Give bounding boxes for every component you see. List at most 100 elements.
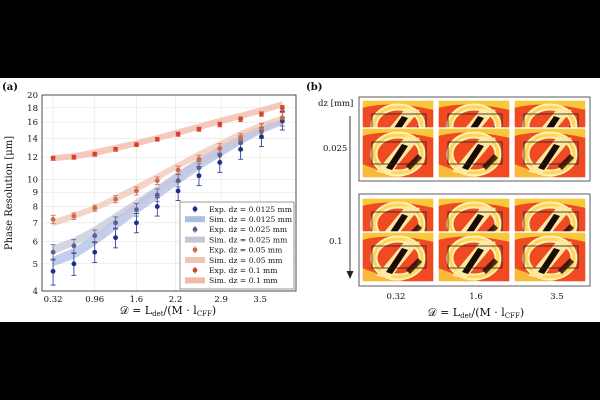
y-tick-label: 9 (33, 188, 38, 198)
legend-label: Exp. dz = 0.0125 mm (209, 205, 292, 214)
data-point (71, 213, 77, 219)
data-point (154, 204, 160, 209)
row-label-2: 0.1 (329, 237, 343, 247)
data-point (71, 154, 77, 160)
sample-image (438, 128, 510, 178)
x-axis-label-main: 𝒟 = L (120, 304, 153, 317)
data-point (238, 136, 244, 141)
legend-swatch (185, 216, 205, 223)
dz-header: dz [mm] (318, 99, 353, 109)
data-point (175, 188, 181, 194)
data-point (259, 134, 264, 140)
y-tick-label: 6 (33, 238, 38, 248)
data-point (175, 167, 181, 173)
data-point (217, 122, 223, 127)
data-point (50, 268, 56, 274)
data-point (154, 192, 160, 198)
legend-swatch (185, 236, 205, 243)
y-tick-labels: 4 5 6 7 8 9 10 12 14 16 18 20 (27, 91, 38, 297)
legend-label: Sim. dz = 0.1 mm (209, 276, 278, 285)
b-xlabel-sub1: det (460, 312, 472, 320)
data-point (92, 249, 98, 255)
y-tick-label: 12 (27, 153, 38, 163)
sim-band (53, 101, 283, 162)
panel-a-plot: 4 5 6 7 8 9 10 12 14 16 18 20 0.32 0.96 1.6 2.2 2.9 3.5 (27, 91, 297, 305)
legend-swatch (185, 277, 205, 284)
data-point (279, 115, 285, 121)
data-point (50, 249, 56, 255)
y-axis-label: Phase Resolution [μm] (4, 136, 15, 250)
data-point (113, 196, 118, 202)
data-point (217, 159, 223, 165)
sample-image (362, 128, 434, 178)
col-label-1: 0.32 (387, 292, 406, 302)
image-group-dz-0.025 (359, 97, 591, 181)
data-point (134, 188, 139, 194)
x-axis-label-end: ) (212, 304, 216, 317)
x-axis-label-sub1: det (152, 310, 164, 318)
data-point (196, 156, 202, 162)
x-tick-label: 0.96 (85, 295, 104, 305)
plot-frame (41, 94, 297, 292)
x-tick-label: 3.5 (253, 295, 267, 305)
data-point (50, 155, 56, 161)
y-tick-label: 7 (33, 219, 38, 229)
sample-image (514, 128, 586, 178)
legend-label: Sim. dz = 0.025 mm (209, 235, 287, 244)
panel-a-label: (a) (2, 82, 18, 93)
sample-image (514, 232, 586, 282)
y-tick-label: 8 (33, 203, 38, 213)
y-tick-label: 10 (27, 175, 38, 185)
data-point (238, 116, 244, 122)
sim-band (53, 118, 283, 255)
data-point (238, 140, 244, 146)
x-tick-label: 1.6 (130, 295, 144, 305)
data-point (196, 173, 202, 179)
data-point (279, 105, 285, 111)
panel-b-x-axis-label: 𝒟 = Ldet/(M · lCFF) (428, 306, 524, 320)
data-points (50, 105, 285, 274)
x-axis-label-mid: /(M · l (164, 304, 198, 317)
legend-label: Exp. dz = 0.025 mm (209, 225, 287, 234)
x-tick-label: 0.32 (44, 295, 63, 305)
row-label-1: 0.025 (323, 144, 347, 154)
sim-bands (53, 101, 283, 267)
legend-label: Exp. dz = 0.1 mm (209, 266, 277, 275)
sample-image (362, 232, 434, 282)
legend-label: Sim. dz = 0.0125 mm (209, 215, 292, 224)
b-xlabel-sub2: CFF (505, 312, 520, 320)
x-tick-label: 2.2 (169, 295, 183, 305)
b-xlabel-main: 𝒟 = L (428, 306, 461, 319)
data-point (134, 220, 139, 226)
data-point (113, 235, 118, 241)
sample-image (438, 232, 510, 282)
dz-axis-arrowhead (346, 271, 354, 279)
data-point (113, 146, 118, 152)
letterbox-bottom (0, 322, 600, 400)
data-point (92, 151, 98, 157)
data-point (196, 126, 202, 132)
data-point (134, 207, 139, 213)
data-point (50, 217, 56, 222)
y-tick-label: 5 (33, 260, 38, 270)
data-point (113, 220, 118, 226)
figure: (a) 4 5 6 7 8 9 10 12 14 16 18 20 0.32 0.96 1.6 2.2 2.9… (0, 78, 600, 322)
legend-marker (192, 206, 198, 212)
col-label-2: 1.6 (469, 292, 483, 302)
x-axis-label: 𝒟 = Ldet/(M · lCFF) (120, 304, 216, 318)
data-point (196, 165, 202, 171)
data-point (92, 205, 98, 211)
data-point (175, 131, 181, 137)
y-tick-label: 20 (27, 91, 38, 101)
legend-marker (192, 267, 198, 273)
data-point (259, 111, 264, 117)
legend-label: Exp. dz = 0.05 mm (209, 246, 282, 255)
figure-canvas: (a) 4 5 6 7 8 9 10 12 14 16 18 20 0.32 0.96 1.6 2.2 2.9… (2, 82, 591, 320)
data-point (71, 261, 77, 267)
col-label-3: 3.5 (550, 292, 564, 302)
data-point (217, 146, 223, 151)
b-xlabel-mid: /(M · l (472, 306, 506, 319)
y-tick-label: 14 (27, 134, 38, 144)
x-tick-labels: 0.32 0.96 1.6 2.2 2.9 3.5 (44, 295, 267, 305)
data-point (154, 178, 160, 184)
